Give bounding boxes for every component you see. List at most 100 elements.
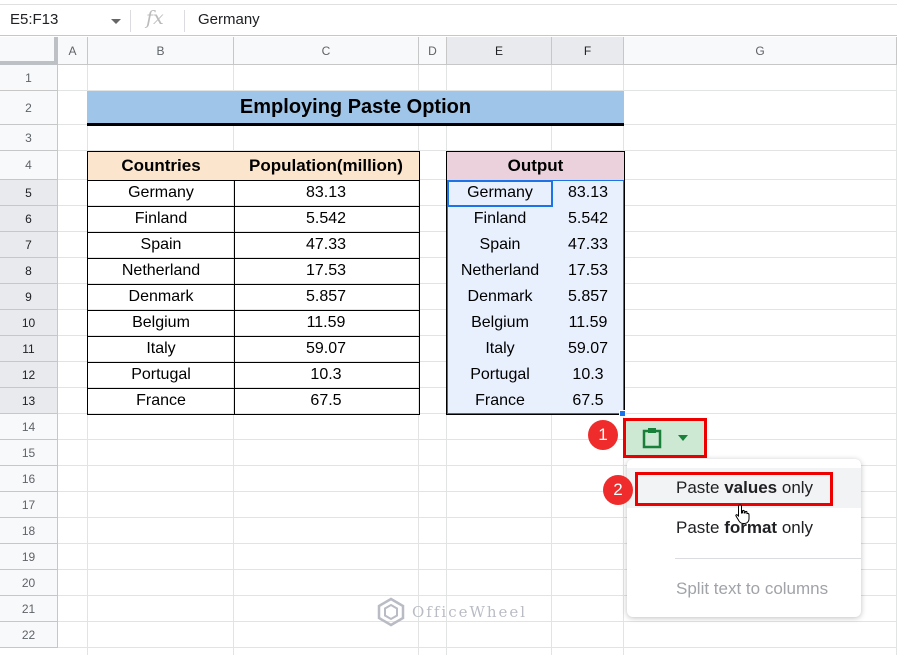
output-cell[interactable]: Germany [446,180,554,207]
output-cell[interactable]: 10.3 [552,362,625,389]
menu-item-paste-format-only[interactable]: Paste format only [627,508,861,548]
highlight-box [635,472,833,506]
output-cell[interactable]: Italy [446,336,554,363]
table-header[interactable]: Population(million) [233,151,420,181]
output-cell[interactable]: 5.857 [552,284,625,311]
gridline [58,491,897,492]
gridline [58,517,897,518]
table-cell[interactable]: Belgium [87,310,235,337]
table-cell[interactable]: 59.07 [233,336,420,363]
caret-down-icon [678,435,688,441]
output-cell[interactable]: Spain [446,232,554,259]
output-cell[interactable]: 67.5 [552,388,625,415]
table-cell[interactable]: Italy [87,336,235,363]
row-header-7[interactable]: 7 [0,232,58,258]
table-cell[interactable]: 67.5 [233,388,420,415]
output-header[interactable]: Output [446,151,625,181]
column-header-d[interactable]: D [419,37,447,65]
gridline [233,65,234,655]
row-header-8[interactable]: 8 [0,258,58,284]
column-header-b[interactable]: B [88,37,234,65]
column-header-a[interactable]: A [58,37,88,65]
gridline [58,150,897,151]
row-header-21[interactable]: 21 [0,596,58,622]
output-cell[interactable]: Portugal [446,362,554,389]
table-cell[interactable]: Germany [87,180,235,207]
watermark-text: OfficeWheel [412,603,528,621]
row-header-5[interactable]: 5 [0,180,58,206]
officewheel-logo-icon [377,597,405,627]
row-header-15[interactable]: 15 [0,440,58,466]
paste-options-menu: Paste values only Paste format only Spli… [627,459,861,617]
gridline [58,595,897,596]
table-cell[interactable]: 5.857 [233,284,420,311]
row-header-20[interactable]: 20 [0,570,58,596]
row-header-16[interactable]: 16 [0,466,58,492]
row-header-19[interactable]: 19 [0,544,58,570]
row-header-10[interactable]: 10 [0,310,58,336]
paste-options-button[interactable] [623,418,707,458]
row-header-3[interactable]: 3 [0,125,58,151]
column-header-g[interactable]: G [624,37,897,65]
menu-divider [675,558,861,559]
table-cell[interactable]: Finland [87,206,235,233]
fill-handle[interactable] [619,410,626,417]
menu-label: Paste values only [676,478,814,497]
row-header-13[interactable]: 13 [0,388,58,414]
output-cell[interactable]: 59.07 [552,336,625,363]
table-cell[interactable]: 10.3 [233,362,420,389]
output-cell[interactable]: France [446,388,554,415]
column-header-e[interactable]: E [447,37,552,65]
output-cell[interactable]: 5.542 [552,206,625,233]
row-header-18[interactable]: 18 [0,518,58,544]
table-cell[interactable]: Spain [87,232,235,259]
table-cell[interactable]: 17.53 [233,258,420,285]
output-cell[interactable]: Netherland [446,258,554,285]
output-cell[interactable]: 11.59 [552,310,625,337]
formula-input[interactable]: Germany [198,11,260,28]
gridline [58,439,897,440]
fx-icon: fx [146,7,164,29]
row-header-12[interactable]: 12 [0,362,58,388]
table-cell[interactable]: Denmark [87,284,235,311]
step-badge: 2 [603,475,633,505]
table-cell[interactable]: 47.33 [233,232,420,259]
menu-item-split-text-to-columns: Split text to columns [627,569,861,609]
hand-cursor-icon [735,504,750,524]
gridline [58,647,897,648]
row-header-2[interactable]: 2 [0,91,58,125]
table-header[interactable]: Countries [87,151,235,181]
table-cell[interactable]: France [87,388,235,415]
gridline [418,65,419,655]
table-cell[interactable]: 5.542 [233,206,420,233]
name-box-dropdown-icon[interactable] [111,19,121,24]
row-header-17[interactable]: 17 [0,492,58,518]
table-cell[interactable]: Portugal [87,362,235,389]
row-header-9[interactable]: 9 [0,284,58,310]
row-header-14[interactable]: 14 [0,414,58,440]
output-cell[interactable]: Finland [446,206,554,233]
column-header-c[interactable]: C [234,37,419,65]
table-cell[interactable]: Netherland [87,258,235,285]
gridline [58,465,897,466]
table-cell[interactable]: 83.13 [233,180,420,207]
menu-label: Paste format only [676,518,814,537]
row-header-22[interactable]: 22 [0,622,58,648]
output-cell[interactable]: 47.33 [552,232,625,259]
clipboard-icon [642,428,662,449]
table-cell[interactable]: 11.59 [233,310,420,337]
watermark: OfficeWheel [376,597,527,627]
output-cell[interactable]: Denmark [446,284,554,311]
active-cell [447,180,553,207]
output-cell[interactable]: 17.53 [552,258,625,285]
sheet-title: Employing Paste Option [87,91,624,126]
row-header-1[interactable]: 1 [0,65,58,91]
row-header-6[interactable]: 6 [0,206,58,232]
output-cell[interactable]: Belgium [446,310,554,337]
row-header-4[interactable]: 4 [0,151,58,180]
output-cell[interactable]: 83.13 [552,180,625,207]
name-box[interactable]: E5:F13 [10,11,59,28]
row-header-11[interactable]: 11 [0,336,58,362]
select-all-corner[interactable] [0,37,58,65]
column-header-f[interactable]: F [552,37,624,65]
